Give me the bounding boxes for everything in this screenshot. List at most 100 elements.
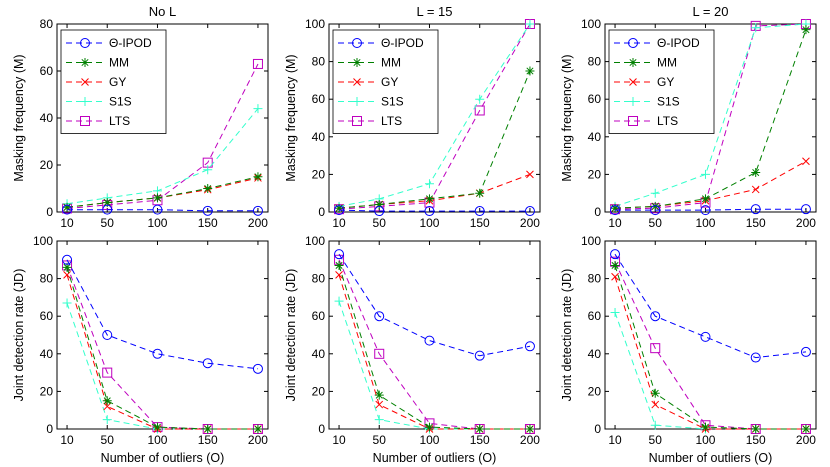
xtick-label-0-0: 10 [60, 216, 74, 230]
legend-label-0-0: Θ-IPOD [109, 36, 152, 50]
series-line-p3-s1 [66, 267, 258, 430]
marker-p3-s1-1 [102, 396, 112, 406]
ytick-label-0-0: 0 [46, 205, 53, 219]
xtick-label-1-0: 10 [332, 216, 346, 230]
legend-label-2-3: S1S [657, 95, 680, 109]
legend-label-2-4: LTS [657, 114, 678, 128]
xtick-label-0-3: 150 [198, 216, 218, 230]
marker-p1-s1-0 [334, 203, 344, 213]
legend-label-1-2: GY [381, 75, 398, 89]
marker-p4-s1-3 [475, 424, 485, 434]
xlabel-3: Number of outliers (O) [101, 451, 225, 465]
legend-label-0-4: LTS [109, 114, 130, 128]
ytick-label-1-4: 80 [312, 55, 326, 69]
marker-p2-s3-2 [700, 169, 710, 179]
marker-p0-s0-0 [62, 204, 73, 215]
legend-label-2-1: MM [657, 56, 677, 70]
ytick-label-0-1: 20 [40, 158, 54, 172]
ytick-label-1-1: 20 [312, 167, 326, 181]
marker-p1-s1-3 [475, 188, 485, 198]
ylabel-5: Joint detection rate (JD) [560, 269, 574, 402]
xtick-label-3-1: 50 [101, 433, 115, 447]
ytick-label-3-5: 100 [33, 234, 53, 248]
panel-title-2: L = 20 [692, 4, 728, 19]
ytick-label-5-1: 20 [588, 384, 602, 398]
xtick-label-4-4: 200 [520, 433, 540, 447]
marker-p2-s1-legend [628, 58, 638, 67]
legend-label-1-4: LTS [381, 114, 402, 128]
marker-p0-s1-3 [203, 184, 213, 193]
marker-p2-s1-1 [650, 201, 660, 211]
ytick-label-1-0: 0 [318, 205, 325, 219]
marker-p2-s0-1 [650, 205, 661, 216]
marker-p3-s2-0 [63, 270, 71, 279]
marker-p2-s1-4 [801, 25, 811, 35]
marker-p0-s1-0 [62, 202, 72, 212]
ytick-label-4-2: 40 [312, 347, 326, 361]
xtick-label-4-1: 50 [373, 433, 387, 447]
ytick-label-3-2: 40 [40, 347, 54, 361]
xtick-label-5-0: 10 [608, 433, 622, 447]
ylabel-3: Joint detection rate (JD) [12, 269, 26, 402]
marker-p4-s0-2 [424, 335, 435, 346]
marker-p4-s2-1 [375, 400, 384, 409]
ytick-label-5-5: 100 [581, 234, 601, 248]
ylabel-4: Joint detection rate (JD) [284, 269, 298, 402]
marker-p2-s4-legend [628, 116, 638, 126]
marker-p5-s1-4 [801, 424, 811, 434]
legend-label-2-0: Θ-IPOD [657, 36, 700, 50]
legend-0: Θ-IPOD MM GY S1S LTS [60, 29, 167, 134]
marker-p4-s0-3 [474, 350, 485, 361]
ytick-label-3-4: 80 [40, 272, 54, 286]
marker-p2-s3-1 [650, 188, 660, 198]
marker-p4-s0-4 [524, 341, 535, 352]
axes-box-3 [56, 240, 269, 430]
ylabel-0: Masking frequency (M) [12, 54, 26, 181]
marker-p3-s0-3 [202, 358, 213, 369]
ytick-label-1-2: 40 [312, 130, 326, 144]
marker-p2-s1-0 [610, 203, 620, 213]
ytick-label-2-5: 100 [581, 17, 601, 31]
marker-p1-s3-3 [475, 94, 485, 104]
legend-2: Θ-IPOD MM GY S1S LTS [608, 29, 715, 134]
ytick-label-4-1: 20 [312, 384, 326, 398]
marker-p0-s1-4 [253, 172, 263, 182]
marker-p3-s0-1 [102, 330, 113, 340]
marker-p3-s1-2 [152, 422, 162, 432]
axes-box-4 [328, 240, 541, 430]
xtick-label-4-2: 100 [419, 433, 439, 447]
marker-p5-s1-2 [700, 422, 710, 432]
marker-p4-s1-2 [424, 422, 434, 432]
panel-4: 10 50 100 150 200 0 20 40 60 80 100 Joint detection… [284, 234, 541, 465]
legend-label-1-1: MM [381, 56, 401, 70]
marker-p0-s1-2 [152, 193, 162, 203]
legend-label-1-0: Θ-IPOD [381, 36, 424, 50]
marker-p3-s3-0 [62, 298, 72, 308]
xtick-label-4-3: 150 [470, 433, 490, 447]
marker-p0-s3-3 [203, 165, 213, 175]
panel-title-1: L = 15 [416, 4, 452, 19]
xlabel-5: Number of outliers (O) [649, 451, 773, 465]
xtick-label-1-1: 50 [373, 216, 387, 230]
xtick-label-3-3: 150 [198, 433, 218, 447]
marker-p5-s3-0 [610, 307, 620, 317]
xtick-label-2-3: 150 [746, 216, 766, 230]
marker-p4-s1-1 [374, 390, 384, 400]
marker-p4-s3-0 [334, 296, 344, 306]
marker-p1-s0-2 [424, 206, 435, 217]
marker-p5-s1-3 [751, 424, 761, 434]
legend-1: Θ-IPOD MM GY S1S LTS [332, 29, 439, 134]
marker-p2-s2-3 [751, 185, 760, 194]
ytick-label-1-3: 60 [312, 92, 326, 106]
marker-p3-s2-1 [103, 402, 112, 411]
marker-p2-s1-2 [700, 194, 710, 204]
xtick-label-1-3: 150 [470, 216, 490, 230]
legend-label-0-2: GY [109, 75, 126, 89]
marker-p1-s3-legend [352, 97, 362, 106]
marker-p3-s4-1 [102, 367, 113, 378]
xtick-label-2-2: 100 [695, 216, 715, 230]
legend-label-0-3: S1S [109, 95, 132, 109]
ytick-label-2-0: 0 [594, 205, 601, 219]
marker-p3-s3-1 [102, 415, 112, 425]
